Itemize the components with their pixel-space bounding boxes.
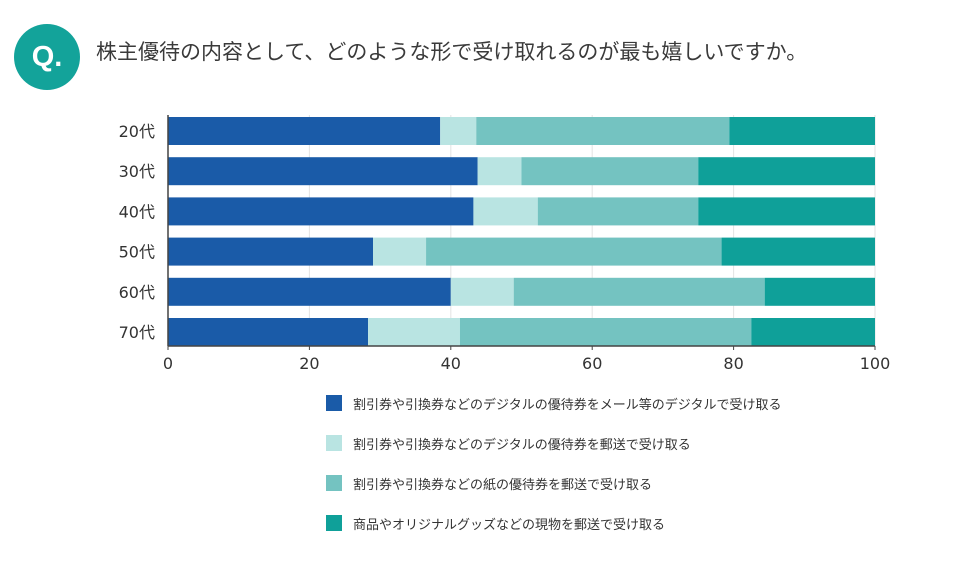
legend-item: 割引券や引換券などの紙の優待券を郵送で受け取る xyxy=(326,473,781,493)
chart-legend: 割引券や引換券などのデジタルの優待券をメール等のデジタルで受け取る 割引券や引換券… xyxy=(326,393,781,553)
bar-segment xyxy=(476,117,730,145)
bar-segment xyxy=(521,157,699,186)
bar-segment xyxy=(698,197,875,226)
x-tick-label: 100 xyxy=(860,354,891,373)
bar-segment xyxy=(368,318,460,346)
bar-segment xyxy=(373,237,427,266)
category-label: 30代 xyxy=(119,162,155,181)
legend-label: 割引券や引換券などの紙の優待券を郵送で受け取る xyxy=(353,477,653,493)
bar-segment xyxy=(426,237,722,266)
bar-segment xyxy=(698,157,875,186)
x-tick-label: 80 xyxy=(723,354,743,373)
bar-segment xyxy=(513,277,765,306)
bar-segment xyxy=(473,197,538,226)
bar-segment xyxy=(764,277,875,306)
legend-label: 割引券や引換券などのデジタルの優待券をメール等のデジタルで受け取る xyxy=(353,397,782,413)
legend-swatch xyxy=(326,475,342,491)
bar-segment xyxy=(168,197,474,226)
category-label: 20代 xyxy=(119,122,155,141)
bar-segment xyxy=(459,318,752,346)
bar-segment xyxy=(477,157,522,186)
bar-segment xyxy=(450,277,514,306)
bar-segment xyxy=(168,237,374,266)
legend-label: 商品やオリジナルグッズなどの現物を郵送で受け取る xyxy=(353,517,666,533)
bar-segment xyxy=(440,117,477,145)
bar-segment xyxy=(168,117,441,145)
legend-label: 割引券や引換券などのデジタルの優待券を郵送で受け取る xyxy=(353,437,691,453)
question-text: 株主優待の内容として、どのような形で受け取れるのが最も嬉しいですか。 xyxy=(96,40,808,64)
legend-swatch xyxy=(326,515,342,531)
legend-swatch xyxy=(326,435,342,451)
category-label: 40代 xyxy=(119,202,155,221)
bar-segment xyxy=(721,237,875,266)
bar-segment xyxy=(168,318,369,346)
x-tick-label: 60 xyxy=(582,354,602,373)
stacked-bar-chart: 20代 30代 40代 50代 60代 70代 0 20 40 60 80 100 xyxy=(119,115,891,373)
x-tick-label: 0 xyxy=(163,354,173,373)
legend-swatch xyxy=(326,395,342,411)
category-label: 60代 xyxy=(119,283,155,302)
question-badge: Q. xyxy=(14,24,80,90)
legend-item: 割引券や引換券などのデジタルの優待券を郵送で受け取る xyxy=(326,433,781,453)
category-label: 50代 xyxy=(119,243,155,262)
bar-segment xyxy=(168,277,451,306)
category-label: 70代 xyxy=(119,323,155,342)
bar-segment xyxy=(751,318,875,346)
bar-segment xyxy=(729,117,875,145)
legend-item: 割引券や引換券などのデジタルの優待券をメール等のデジタルで受け取る xyxy=(326,393,781,413)
legend-item: 商品やオリジナルグッズなどの現物を郵送で受け取る xyxy=(326,513,781,533)
x-tick-label: 20 xyxy=(299,354,319,373)
bar-segment xyxy=(168,157,478,186)
bar-segment xyxy=(537,197,699,226)
x-tick-label: 40 xyxy=(441,354,461,373)
